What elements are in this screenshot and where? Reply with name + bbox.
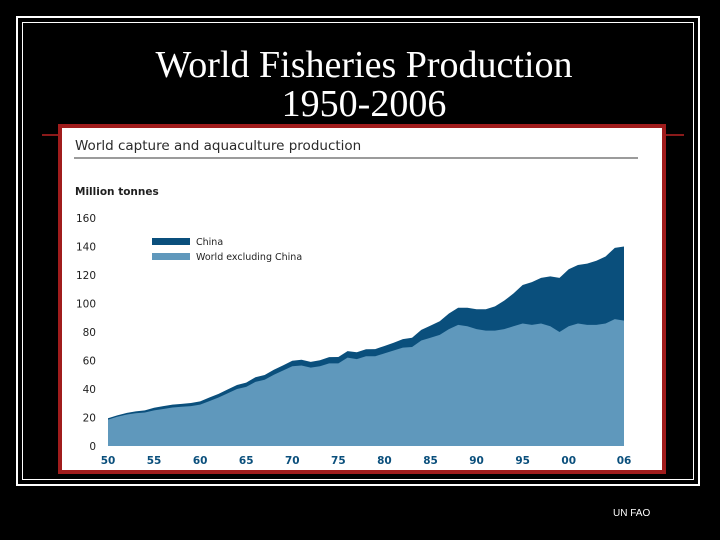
source-note: UN FAO: [613, 508, 651, 519]
y-axis-label: Million tonnes: [75, 186, 159, 198]
x-tick-labels: 50 55 60 65 70 75 80 85 90 95 00 06: [101, 455, 632, 467]
y-tick-label: 100: [76, 299, 96, 311]
x-tick-label: 80: [377, 455, 392, 467]
chart-container: World capture and aquaculture production…: [58, 124, 666, 474]
legend-label-world-excluding-china: World excluding China: [196, 252, 302, 263]
y-tick-label: 120: [76, 270, 96, 282]
x-tick-label: 85: [423, 455, 438, 467]
legend-swatch-world-excluding-china: [152, 253, 190, 260]
y-tick-labels: 0 20 40 60 80 100 120 140 160: [76, 213, 96, 453]
y-tick-label: 80: [83, 327, 96, 339]
x-tick-label: 06: [617, 455, 632, 467]
chart-svg: World capture and aquaculture production…: [74, 138, 638, 467]
y-tick-label: 0: [89, 441, 96, 453]
y-tick-label: 140: [76, 242, 96, 254]
slide-title: World Fisheries Production: [155, 44, 573, 86]
area-series-group: [108, 246, 624, 446]
slide-frame-outer: [16, 16, 700, 486]
x-tick-label: 55: [147, 455, 162, 467]
slide-frame-inner: [22, 22, 694, 480]
x-tick-label: 95: [515, 455, 530, 467]
legend: China World excluding China: [152, 237, 302, 263]
x-tick-label: 00: [561, 455, 576, 467]
y-tick-label: 60: [83, 356, 96, 368]
title-rule-right: [664, 134, 684, 136]
x-tick-label: 75: [331, 455, 346, 467]
y-tick-label: 40: [83, 384, 96, 396]
chart-title: World capture and aquaculture production: [75, 138, 361, 154]
y-tick-label: 160: [76, 213, 96, 225]
x-tick-label: 90: [469, 455, 484, 467]
x-tick-label: 50: [101, 455, 116, 467]
x-tick-label: 65: [239, 455, 254, 467]
y-tick-label: 20: [83, 413, 96, 425]
legend-label-china: China: [196, 237, 223, 248]
x-tick-label: 60: [193, 455, 208, 467]
slide-subtitle: 1950-2006: [281, 83, 447, 125]
legend-swatch-china: [152, 238, 190, 245]
series-area-world-excluding-china: [108, 319, 624, 446]
x-tick-label: 70: [285, 455, 300, 467]
title-rule-left: [42, 134, 62, 136]
